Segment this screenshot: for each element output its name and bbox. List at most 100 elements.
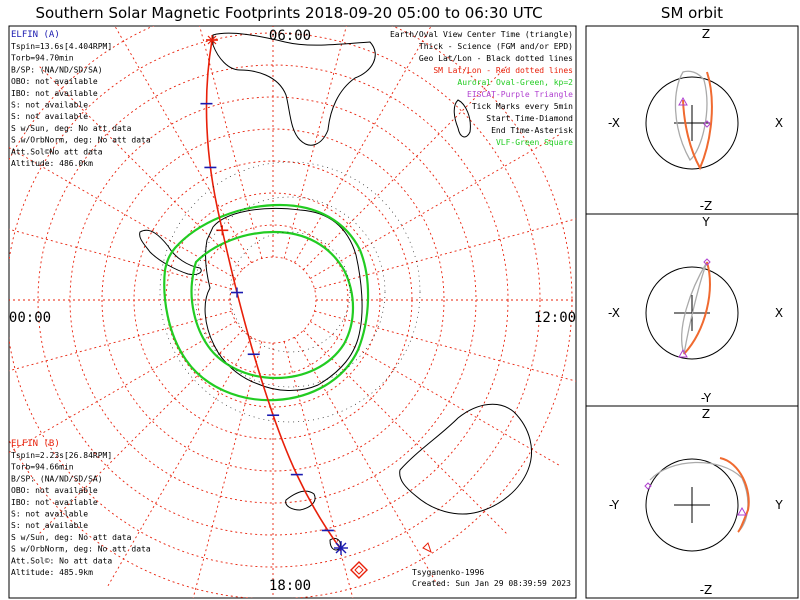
inset-label-top: Y (701, 215, 710, 229)
geo-latitude-circle (194, 196, 386, 388)
sm-longitude-line (192, 341, 263, 598)
probe-info-line: Torb=94.70min (11, 54, 74, 63)
legend-entry: EISCAT-Purple Triangle (467, 90, 573, 99)
orbit-diamond (644, 482, 652, 490)
probe-info-line: Altitude: 485.9km (11, 568, 93, 577)
probe-info-line: S: not available (11, 101, 88, 110)
clock-label-18: 18:00 (269, 578, 311, 594)
probe-b-info: ELFIN (B) Tspin=2.23s[26.84RPM] Torb=94.6… (11, 439, 151, 577)
inset-label-left: -X (608, 306, 620, 320)
probe-info-line: S: not available (11, 521, 88, 530)
legend-entry: Auroral Oval-Green, kp=2 (457, 78, 573, 87)
orbit-path-a (649, 461, 749, 531)
sm-latitude-circle (229, 256, 317, 344)
elfin-track (200, 39, 341, 549)
start-time-diamond (350, 561, 368, 579)
geo-latitude-circle (229, 231, 351, 353)
sm-longitude-line (294, 337, 439, 587)
probe-info-line: B/SP: (NA/ND/SD/SA) (11, 65, 103, 74)
sm-orbit-insets: Z -Z -X X Y -Y -X X Z -Z -Y Y (585, 25, 799, 599)
auroral-oval (163, 203, 370, 402)
legend-entry: Start Time-Diamond (486, 114, 573, 123)
orbit-title: SM orbit (661, 4, 723, 22)
sm-longitude-line (303, 330, 507, 534)
probe-a-info: ELFIN (A) Tspin=13.6s[4.404RPM] Torb=94.7… (11, 30, 151, 168)
orbit-path-a (674, 70, 708, 162)
polar-map (9, 26, 576, 598)
inset-label-bottom: -Y (701, 391, 712, 405)
legend: Earth/Oval View Center Time (triangle) Th… (390, 30, 573, 147)
created-timestamp: Created: Sun Jan 29 08:39:59 2023 (412, 579, 571, 588)
probe-info-line: Tspin=13.6s[4.404RPM] (11, 42, 112, 51)
geo-coastlines (139, 32, 532, 551)
legend-entry: SM Lat/Lon - Red dotted lines (433, 66, 573, 75)
probe-info-line: IBO: not available (11, 89, 98, 98)
madagascar-coast (453, 99, 471, 138)
legend-entry: End Time-Asterisk (491, 126, 573, 135)
earth-circle (645, 76, 739, 170)
geo-grid (159, 161, 421, 423)
figure-title: Southern Solar Magnetic Footprints 2018-… (35, 4, 542, 22)
orbit-diamond (703, 258, 711, 266)
start-time-asterisk-b (207, 35, 217, 45)
probe-info-line: S w/Sun, deg: No att data (11, 124, 132, 133)
earth-circle (645, 458, 739, 552)
elfin-b-track-line (205, 39, 341, 549)
orbit-triangle (678, 96, 688, 106)
sm-latitude-circle (101, 128, 445, 472)
inset-label-top: Z (702, 407, 710, 421)
orbit-triangle (737, 506, 747, 516)
clock-label-06: 06:00 (269, 28, 311, 44)
orbit-inset-xy: Y -Y -X X (585, 213, 799, 407)
orbit-inset-yz: Z -Z -Y Y (585, 405, 799, 599)
australia-coast (399, 403, 532, 515)
model-credit: Tsyganenko-1996 (412, 568, 484, 577)
inset-label-left: -X (608, 116, 620, 130)
inset-label-top: Z (702, 27, 710, 41)
probe-b-name: ELFIN (B) (11, 439, 60, 449)
orbit-path-b (683, 261, 711, 355)
legend-entry: VLF-Green Square (496, 138, 573, 147)
legend-entry: Thick - Science (FGM and/or EPD) (419, 42, 573, 51)
probe-info-line: OBO: not available (11, 77, 98, 86)
sm-longitude-line (314, 218, 576, 290)
inset-label-bottom: -Z (700, 199, 713, 213)
probe-info-line: Altitude: 486.0km (11, 159, 93, 168)
probe-info-line: Att.Sol©: No att data (11, 556, 112, 565)
probe-info-line: S w/OrbNorm, deg: No att data (11, 136, 151, 145)
inset-label-bottom: -Z (700, 583, 713, 597)
orbit-diamond (703, 120, 711, 128)
south-america-coast (139, 229, 202, 275)
sm-latitude-circle (9, 32, 541, 568)
probe-info-line: S: not available (11, 112, 88, 121)
end-time-asterisk (334, 541, 348, 555)
sm-latitude-circle (69, 96, 477, 504)
probe-info-line: S: not available (11, 510, 88, 519)
orbit-path-b (682, 71, 713, 171)
legend-entry: Earth/Oval View Center Time (triangle) (390, 30, 573, 39)
probe-info-line: S w/Sun, deg: No att data (11, 533, 132, 542)
sm-longitude-line (310, 134, 560, 279)
auroral-oval-inner (190, 230, 354, 380)
sm-latitude-circle (133, 160, 413, 440)
orbit-path-b (719, 457, 750, 533)
inset-label-right: Y (774, 498, 783, 512)
antarctica-coast (204, 207, 363, 391)
auroral-oval-outer (163, 203, 370, 402)
probe-info-line: S w/OrbNorm, deg: No att data (11, 545, 151, 554)
legend-entry: Tick Marks every 5min (472, 102, 573, 111)
sm-longitude-line (9, 228, 232, 290)
sm-longitude-line (199, 26, 263, 259)
orbit-inset-xz: Z -Z -X X (585, 25, 799, 215)
legend-entry: Geo Lat/Lon - Black dotted lines (419, 54, 573, 63)
sm-longitude-line (294, 26, 432, 263)
clock-label-12: 12:00 (534, 310, 576, 326)
inset-label-right: X (775, 116, 783, 130)
probe-info-line: IBO: not available (11, 498, 98, 507)
eiscat-triangle (422, 542, 432, 553)
inset-label-right: X (775, 306, 783, 320)
sm-longitude-line (310, 321, 560, 466)
probe-info-line: Torb=94.66min (11, 463, 74, 472)
clock-label-00: 00:00 (9, 310, 51, 326)
